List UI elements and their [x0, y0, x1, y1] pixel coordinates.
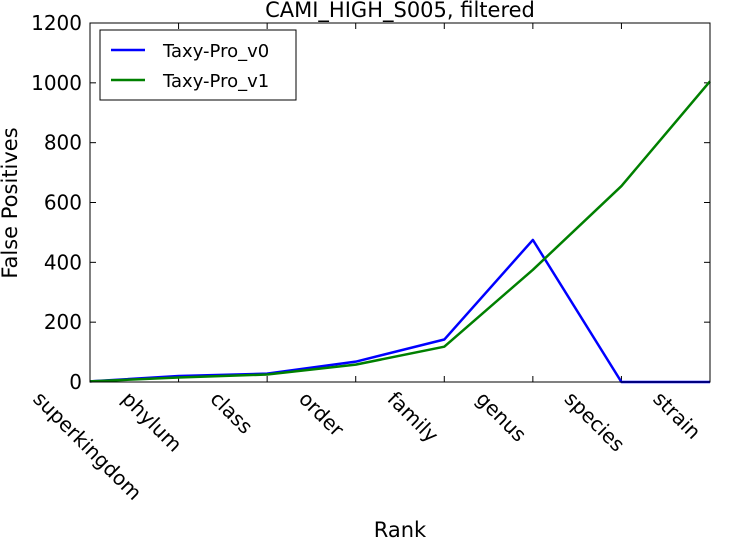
legend: Taxy-Pro_v0 Taxy-Pro_v1: [99, 29, 297, 101]
x-tick-label: phylum: [117, 387, 187, 457]
y-axis-ticks: 0 200 400 600 800 1000 1200: [31, 11, 710, 394]
y-tick-label: 600: [44, 191, 82, 215]
x-axis-label: Rank: [374, 518, 427, 538]
x-tick-label: genus: [471, 387, 531, 447]
plot-frame: [89, 22, 711, 383]
x-tick-label: family: [383, 387, 444, 448]
y-tick-label: 200: [44, 310, 82, 334]
y-axis-label: False Positives: [0, 127, 22, 278]
x-tick-label: strain: [648, 387, 705, 444]
y-tick-label: 1200: [31, 11, 82, 35]
y-tick-label: 800: [44, 131, 82, 155]
series-line-0: [89, 238, 710, 384]
y-tick-label: 0: [69, 370, 82, 394]
legend-label: Taxy-Pro_v0: [162, 41, 269, 62]
x-tick-label: class: [206, 387, 258, 439]
series-line-1: [89, 80, 711, 383]
series-lines: [89, 80, 711, 384]
legend-label: Taxy-Pro_v1: [162, 71, 269, 92]
legend-box: [99, 29, 297, 101]
x-tick-label: species: [560, 387, 630, 457]
y-tick-label: 1000: [31, 71, 82, 95]
x-tick-label: order: [294, 387, 349, 442]
y-tick-label: 400: [44, 250, 82, 274]
chart-title: CAMI_HIGH_S005, filtered: [265, 0, 535, 23]
